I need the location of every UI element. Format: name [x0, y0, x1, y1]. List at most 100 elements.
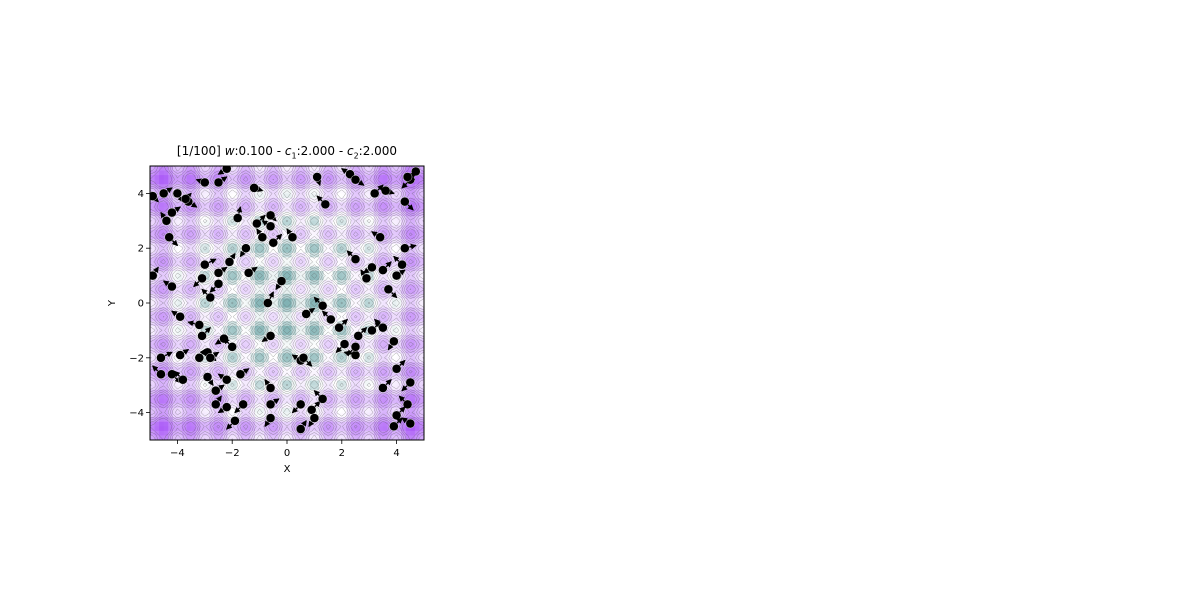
- heat-cell: [387, 225, 393, 231]
- heat-cell: [264, 316, 270, 322]
- heat-cell: [419, 257, 424, 263]
- heat-cell: [419, 353, 424, 359]
- heat-cell: [159, 426, 165, 432]
- heat-cell: [195, 348, 201, 354]
- heat-cell: [373, 380, 379, 386]
- heat-cell: [163, 239, 169, 245]
- heat-cell: [300, 280, 306, 286]
- heat-cell: [241, 408, 247, 414]
- heat-cell: [419, 220, 424, 226]
- heat-cell: [287, 220, 293, 226]
- heat-cell: [410, 394, 416, 400]
- heat-cell: [213, 316, 220, 322]
- heat-cell: [232, 412, 238, 418]
- heat-cell: [419, 394, 424, 400]
- heat-cell: [181, 417, 188, 423]
- heat-cell: [296, 229, 302, 236]
- heat-cell: [250, 298, 256, 304]
- heat-cell: [195, 234, 201, 240]
- heat-cell: [341, 275, 347, 281]
- heat-cell: [291, 385, 297, 391]
- heat-cell: [181, 293, 188, 300]
- heat-cell: [200, 298, 206, 304]
- heat-cell: [150, 408, 156, 414]
- heat-cell: [373, 398, 379, 405]
- heat-cell: [332, 243, 338, 249]
- heat-cell: [277, 166, 284, 172]
- heat-cell: [232, 211, 238, 217]
- heat-cell: [410, 229, 416, 236]
- heat-cell: [328, 293, 334, 300]
- heat-cell: [232, 193, 238, 199]
- heat-cell: [250, 170, 256, 176]
- heat-cell: [355, 312, 361, 318]
- particle-point: [317, 394, 328, 404]
- heat-cell: [236, 344, 242, 350]
- heat-cell: [186, 344, 192, 350]
- heat-cell: [259, 325, 265, 331]
- heat-cell: [410, 257, 416, 263]
- heat-cell: [346, 284, 352, 290]
- heat-cell: [387, 385, 393, 391]
- heat-cell: [309, 225, 315, 231]
- heat-cell: [213, 334, 220, 341]
- heat-cell: [419, 175, 424, 181]
- heat-cell: [355, 357, 361, 363]
- heat-cell: [287, 426, 293, 432]
- heat-cell: [396, 184, 402, 190]
- heat-cell: [191, 348, 197, 354]
- heat-cell: [236, 412, 242, 418]
- heat-cell: [355, 412, 361, 418]
- heat-cell: [172, 234, 178, 240]
- heat-cell: [245, 166, 252, 172]
- heat-cell: [264, 243, 270, 249]
- heat-cell: [241, 389, 247, 395]
- heat-cell: [410, 357, 416, 363]
- heat-cell: [378, 275, 384, 281]
- heat-cell: [223, 211, 229, 217]
- heat-cell: [250, 421, 256, 427]
- heat-cell: [172, 366, 178, 373]
- heat-cell: [241, 307, 247, 313]
- heat-cell: [236, 380, 242, 386]
- title-c2-value: :2.000: [358, 144, 398, 158]
- heat-cell: [154, 275, 160, 281]
- heat-cell: [241, 348, 247, 354]
- heat-cell: [323, 426, 329, 432]
- heat-cell: [414, 430, 421, 437]
- heat-cell: [209, 188, 215, 194]
- heat-cell: [218, 344, 224, 350]
- heat-cell: [382, 408, 389, 414]
- heat-cell: [223, 275, 229, 281]
- heat-cell: [291, 248, 297, 254]
- heat-cell: [250, 380, 256, 386]
- heat-cell: [378, 426, 384, 432]
- heat-cell: [318, 243, 325, 249]
- heat-cell: [387, 362, 393, 368]
- heat-cell: [337, 408, 343, 414]
- heat-cell: [332, 252, 338, 258]
- heat-cell: [382, 225, 389, 231]
- heat-cell: [195, 435, 201, 440]
- heat-cell: [181, 371, 188, 377]
- heat-cell: [382, 193, 389, 199]
- heat-cell: [396, 325, 402, 331]
- heat-cell: [259, 271, 265, 277]
- heat-cell: [291, 170, 297, 176]
- heat-cell: [277, 261, 284, 268]
- heat-cell: [382, 376, 389, 382]
- heat-cell: [360, 266, 366, 272]
- heat-cell: [300, 321, 306, 327]
- heat-cell: [360, 430, 366, 437]
- heat-cell: [410, 275, 416, 281]
- heat-cell: [300, 225, 306, 231]
- heat-cell: [332, 271, 338, 277]
- heat-cell: [236, 334, 242, 341]
- heat-cell: [396, 334, 402, 341]
- heat-cell: [159, 394, 165, 400]
- heat-cell: [191, 325, 197, 331]
- heat-cell: [191, 252, 197, 258]
- heat-cell: [200, 216, 206, 222]
- heat-cell: [177, 293, 183, 300]
- heat-cell: [250, 316, 256, 322]
